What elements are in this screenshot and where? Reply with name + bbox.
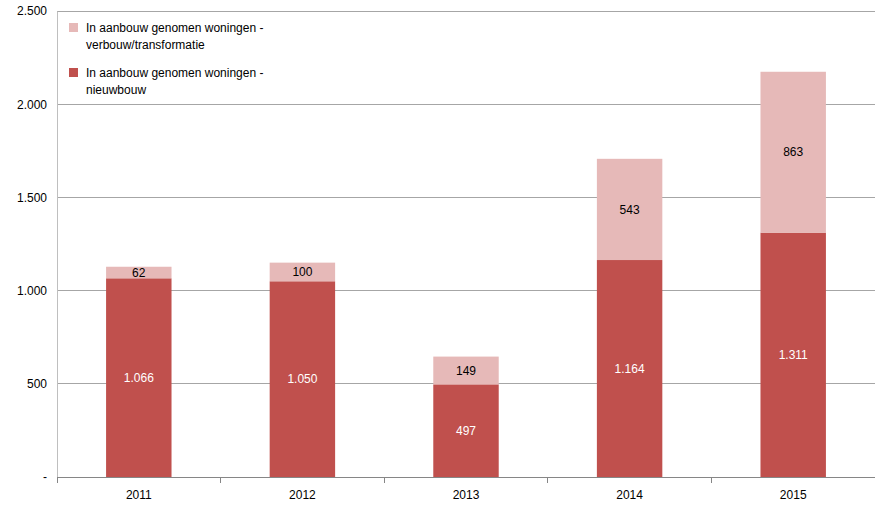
x-tick-label: 2012 <box>289 488 316 502</box>
x-axis-line <box>58 477 875 478</box>
x-tick-label: 2013 <box>453 488 480 502</box>
data-label: 100 <box>292 265 312 279</box>
bar-segment <box>106 278 171 477</box>
plot: - 500 1.000 1.500 2.000 2.500 1.066 1.050 497 1.1… <box>17 4 875 501</box>
data-label: 497 <box>456 424 476 438</box>
data-label: 1.311 <box>779 348 808 362</box>
y-axis: - 500 1.000 1.500 2.000 2.500 <box>17 4 58 484</box>
x-tick: 2013 <box>453 477 480 502</box>
x-tick-label: 2014 <box>616 488 643 502</box>
bar-segment <box>597 260 662 477</box>
legend-swatch <box>69 23 78 32</box>
legend: In aanbouw genomen woningen -verbouw/tra… <box>69 21 263 97</box>
legend-item: In aanbouw genomen woningen -verbouw/tra… <box>69 21 263 52</box>
y-tick-label: 1.000 <box>17 284 47 298</box>
grid-line <box>57 11 875 12</box>
x-tick: 2015 <box>780 477 807 502</box>
data-label: 1.050 <box>287 372 317 386</box>
y-tick: 500 <box>27 377 57 391</box>
x-axis: 2011 2012 2013 2014 2015 <box>57 477 875 502</box>
data-label: 1.164 <box>615 362 645 376</box>
x-separator <box>57 477 58 483</box>
y-tick-label: 500 <box>27 377 47 391</box>
bar-segment <box>597 159 662 260</box>
y-tick: 2.000 <box>17 98 57 112</box>
grid-line <box>57 197 875 198</box>
y-tick-label: 2.500 <box>17 4 47 18</box>
y-tick: 1.500 <box>17 191 57 205</box>
legend-item: In aanbouw genomen woningen -nieuwbouw <box>69 66 263 97</box>
x-separator <box>220 477 221 483</box>
y-tick-label: - <box>43 470 47 484</box>
bar-segment <box>433 384 498 477</box>
data-label: 1.066 <box>124 371 154 385</box>
bars <box>106 72 826 477</box>
legend-swatch <box>69 68 78 77</box>
legend-label: In aanbouw genomen woningen -nieuwbouw <box>86 66 263 97</box>
y-tick: - <box>43 470 57 484</box>
y-axis-line <box>57 12 58 478</box>
y-tick-label: 2.000 <box>17 98 47 112</box>
bar-segment <box>270 263 335 282</box>
x-separator <box>547 477 548 483</box>
x-tick: 2011 <box>126 477 152 502</box>
grid-line <box>57 104 875 105</box>
legend-label: In aanbouw genomen woningen -verbouw/tra… <box>86 21 263 52</box>
x-tick-label: 2015 <box>780 488 807 502</box>
y-tick: 1.000 <box>17 284 57 298</box>
bar-segment <box>760 72 825 233</box>
y-tick-label: 1.500 <box>17 191 47 205</box>
data-label: 149 <box>456 364 476 378</box>
x-separator <box>711 477 712 483</box>
x-separator <box>384 477 385 483</box>
y-tick: 2.500 <box>17 4 57 18</box>
chart: - 500 1.000 1.500 2.000 2.500 1.066 1.050 497 1.1… <box>0 0 875 520</box>
data-label: 62 <box>132 266 146 280</box>
data-label: 543 <box>620 203 640 217</box>
bar-segment <box>270 281 335 477</box>
x-tick: 2012 <box>289 477 316 502</box>
bar-segment <box>433 357 498 385</box>
data-label: 863 <box>783 145 803 159</box>
bar-segment <box>760 233 825 477</box>
grid <box>57 11 875 477</box>
data-labels: 1.066 1.050 497 1.164 1.311 62 100 149 543 863 <box>124 145 808 437</box>
grid-line <box>57 290 875 291</box>
x-tick-label: 2011 <box>126 488 152 502</box>
x-tick: 2014 <box>616 477 643 502</box>
x-separators <box>57 477 875 483</box>
